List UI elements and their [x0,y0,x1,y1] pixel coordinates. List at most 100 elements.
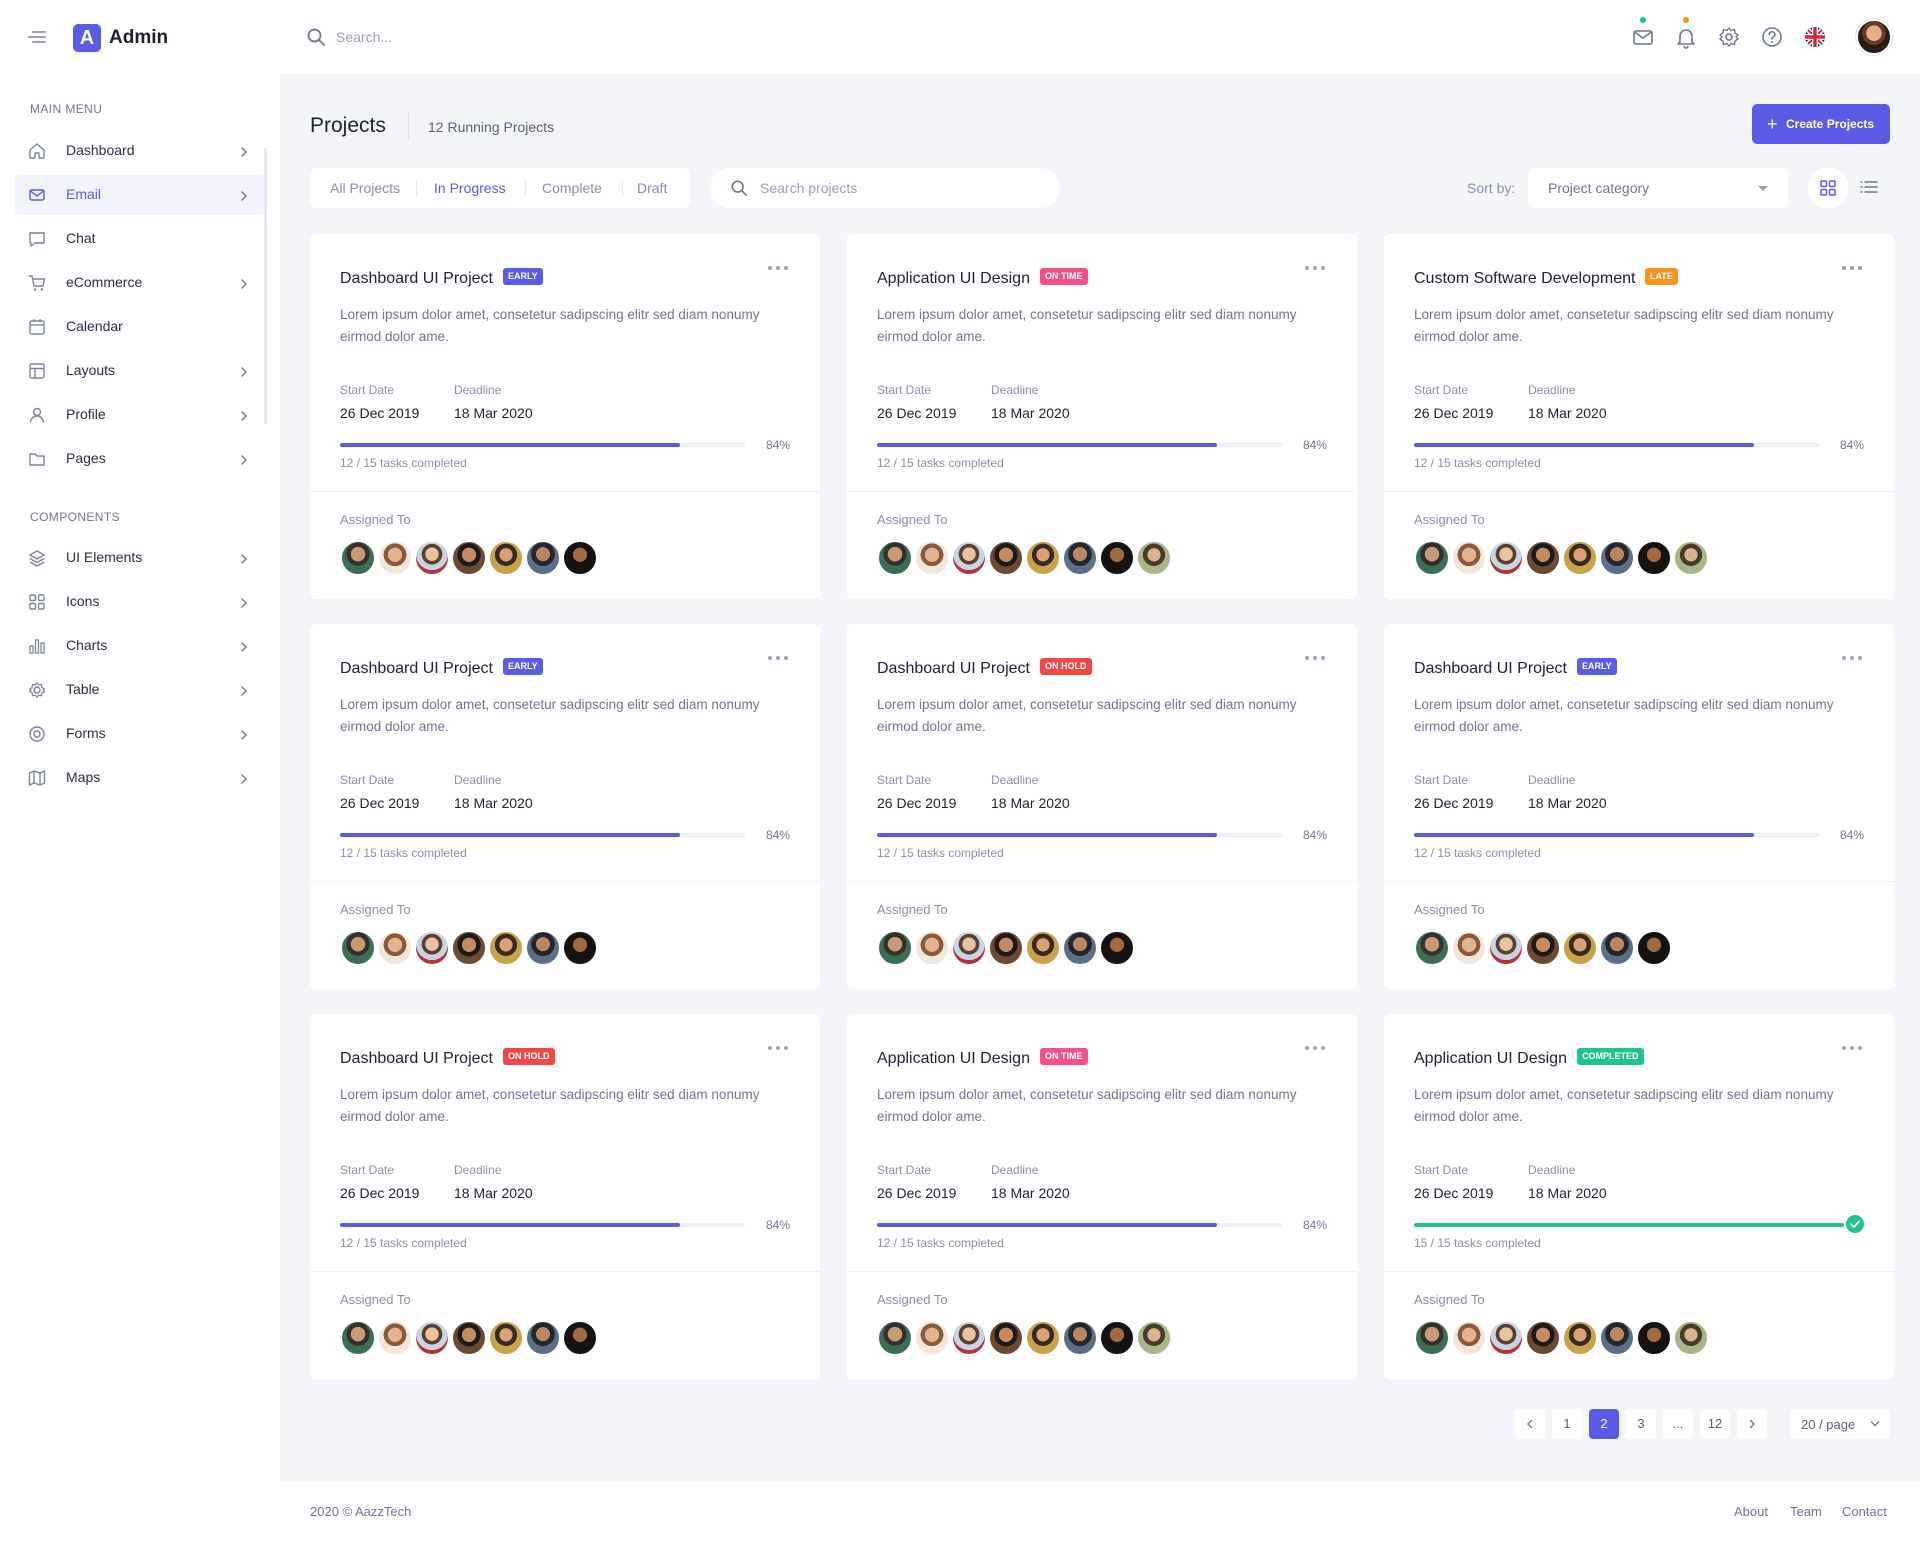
assignee-avatar[interactable] [1099,540,1135,576]
sidebar-item-chat[interactable]: Chat [15,219,264,259]
assignee-avatar[interactable] [1525,540,1561,576]
tab-in-progress[interactable]: In Progress [434,180,506,196]
assignee-avatar[interactable] [525,930,561,966]
more-options-icon[interactable] [1842,1040,1866,1054]
assignee-avatar[interactable] [377,930,413,966]
sidebar-item-forms[interactable]: Forms [15,714,264,754]
project-title[interactable]: Dashboard UI Project [877,660,1030,677]
sidebar-scrollbar[interactable] [264,148,267,424]
assignee-avatar[interactable] [1451,540,1487,576]
sort-select[interactable]: Project category [1528,168,1788,208]
assignee-avatar[interactable] [1451,1320,1487,1356]
assignee-avatar[interactable] [562,1320,598,1356]
project-search[interactable] [710,168,1060,208]
assignee-avatar[interactable] [525,540,561,576]
assignee-avatar[interactable] [1136,540,1172,576]
footer-link-about[interactable]: About [1734,1504,1768,1519]
assignee-avatar[interactable] [414,1320,450,1356]
assignee-avatar[interactable] [1414,540,1450,576]
assignee-avatar[interactable] [451,1320,487,1356]
more-options-icon[interactable] [768,1040,792,1054]
assignee-avatar[interactable] [988,930,1024,966]
project-card[interactable]: Application UI Design ON TIME Lorem ipsum … [847,1014,1357,1379]
assignee-avatar[interactable] [488,540,524,576]
assignee-avatar[interactable] [1062,930,1098,966]
project-card[interactable]: Dashboard UI Project ON HOLD Lorem ipsum d… [847,624,1357,989]
assignee-avatar[interactable] [1136,1320,1172,1356]
project-title[interactable]: Custom Software Development [1414,270,1636,287]
sidebar-item-layouts[interactable]: Layouts [15,351,264,391]
sidebar-item-maps[interactable]: Maps [15,758,264,798]
footer-link-team[interactable]: Team [1790,1504,1822,1519]
bell-icon[interactable] [1673,17,1699,50]
assignee-avatar[interactable] [488,930,524,966]
assignee-avatar[interactable] [1562,930,1598,966]
assignee-avatar[interactable] [340,930,376,966]
global-search-input[interactable] [336,24,736,50]
more-options-icon[interactable] [768,650,792,664]
page-button[interactable]: 2 [1589,1409,1619,1439]
sidebar-item-icons[interactable]: Icons [15,582,264,622]
more-options-icon[interactable] [1305,260,1329,274]
sidebar-item-dashboard[interactable]: Dashboard [15,131,264,171]
project-card[interactable]: Dashboard UI Project ON HOLD Lorem ipsum d… [310,1014,820,1379]
assignee-avatar[interactable] [562,540,598,576]
assignee-avatar[interactable] [988,1320,1024,1356]
sidebar-item-ui-elements[interactable]: UI Elements [15,538,264,578]
tab-draft[interactable]: Draft [637,180,668,196]
next-page-button[interactable] [1737,1409,1767,1439]
footer-link-contact[interactable]: Contact [1842,1504,1887,1519]
project-title[interactable]: Dashboard UI Project [340,660,493,677]
assignee-avatar[interactable] [1451,930,1487,966]
per-page-select[interactable]: 20 / page [1790,1409,1890,1439]
project-card[interactable]: Application UI Design COMPLETED Lorem ipsu… [1384,1014,1894,1379]
assignee-avatar[interactable] [525,1320,561,1356]
project-title[interactable]: Application UI Design [877,1050,1030,1067]
mail-icon[interactable] [1630,17,1656,50]
assignee-avatar[interactable] [340,1320,376,1356]
assignee-avatar[interactable] [1636,540,1672,576]
assignee-avatar[interactable] [1599,1320,1635,1356]
assignee-avatar[interactable] [1025,930,1061,966]
assignee-avatar[interactable] [1636,1320,1672,1356]
project-card[interactable]: Dashboard UI Project EARLY Lorem ipsum dol… [1384,624,1894,989]
assignee-avatar[interactable] [451,540,487,576]
assignee-avatar[interactable] [877,930,913,966]
project-card[interactable]: Dashboard UI Project EARLY Lorem ipsum dol… [310,624,820,989]
assignee-avatar[interactable] [1673,540,1709,576]
assignee-avatar[interactable] [1062,540,1098,576]
tab-complete[interactable]: Complete [542,180,602,196]
assignee-avatar[interactable] [1636,930,1672,966]
menu-toggle-icon[interactable] [28,25,50,49]
user-avatar[interactable] [1856,19,1892,55]
create-projects-button[interactable]: + Create Projects [1752,104,1890,144]
project-card[interactable]: Application UI Design ON TIME Lorem ipsum … [847,234,1357,599]
assignee-avatar[interactable] [1599,540,1635,576]
more-options-icon[interactable] [1842,650,1866,664]
assignee-avatar[interactable] [877,1320,913,1356]
page-button[interactable]: 12 [1700,1409,1730,1439]
sidebar-item-calendar[interactable]: Calendar [15,307,264,347]
more-options-icon[interactable] [1305,650,1329,664]
assignee-avatar[interactable] [951,930,987,966]
page-button[interactable]: 1 [1552,1409,1582,1439]
assignee-avatar[interactable] [488,1320,524,1356]
project-title[interactable]: Dashboard UI Project [340,270,493,287]
assignee-avatar[interactable] [451,930,487,966]
sidebar-item-profile[interactable]: Profile [15,395,264,435]
assignee-avatar[interactable] [1525,930,1561,966]
assignee-avatar[interactable] [377,540,413,576]
assignee-avatar[interactable] [414,930,450,966]
more-options-icon[interactable] [1842,260,1866,274]
assignee-avatar[interactable] [562,930,598,966]
assignee-avatar[interactable] [988,540,1024,576]
more-options-icon[interactable] [768,260,792,274]
sidebar-item-table[interactable]: Table [15,670,264,710]
project-card[interactable]: Custom Software Development LATE Lorem ips… [1384,234,1894,599]
uk-flag-icon[interactable] [1802,24,1828,50]
assignee-avatar[interactable] [1562,1320,1598,1356]
assignee-avatar[interactable] [1025,1320,1061,1356]
assignee-avatar[interactable] [377,1320,413,1356]
project-title[interactable]: Application UI Design [1414,1050,1567,1067]
assignee-avatar[interactable] [914,540,950,576]
